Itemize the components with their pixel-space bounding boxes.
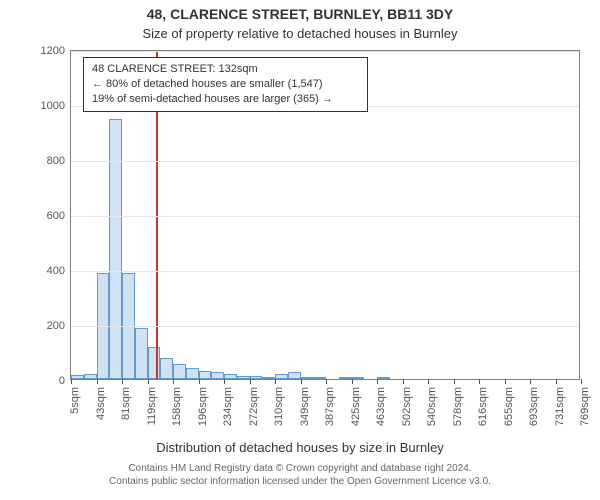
- x-tick-label: 387sqm: [324, 387, 336, 426]
- histogram-bar: [237, 376, 250, 379]
- grid-line: [71, 326, 579, 327]
- histogram-bar: [339, 377, 352, 379]
- histogram-bar: [301, 377, 314, 379]
- histogram-bar: [352, 377, 365, 379]
- x-tick-label: 272sqm: [248, 387, 260, 426]
- histogram-bar: [224, 374, 237, 380]
- chart-title: 48, CLARENCE STREET, BURNLEY, BB11 3DY: [0, 6, 600, 22]
- x-tick-mark: [581, 379, 582, 384]
- x-tick-mark: [428, 379, 429, 384]
- x-tick-mark: [352, 379, 353, 384]
- histogram-bar: [211, 372, 224, 379]
- plot-area: 48 CLARENCE STREET: 132sqm ← 80% of deta…: [70, 50, 580, 380]
- x-tick-label: 731sqm: [554, 387, 566, 426]
- y-tick-label: 400: [47, 265, 71, 277]
- x-tick-label: 578sqm: [452, 387, 464, 426]
- x-tick-mark: [479, 379, 480, 384]
- x-tick-label: 158sqm: [171, 387, 183, 426]
- x-tick-mark: [250, 379, 251, 384]
- y-tick-label: 1000: [41, 100, 71, 112]
- caption-line-1: Contains HM Land Registry data © Crown c…: [0, 462, 600, 475]
- annotation-line-3: 19% of semi-detached houses are larger (…: [92, 92, 359, 107]
- x-tick-label: 81sqm: [120, 387, 132, 420]
- x-tick-mark: [530, 379, 531, 384]
- histogram-bar: [288, 372, 301, 379]
- x-tick-label: 119sqm: [146, 387, 158, 425]
- histogram-bar: [84, 374, 97, 380]
- histogram-bar: [250, 376, 263, 379]
- annotation-box: 48 CLARENCE STREET: 132sqm ← 80% of deta…: [83, 57, 368, 112]
- annotation-line-2: ← 80% of detached houses are smaller (1,…: [92, 77, 359, 92]
- caption-line-2: Contains public sector information licen…: [0, 475, 600, 488]
- x-tick-mark: [122, 379, 123, 384]
- x-tick-mark: [275, 379, 276, 384]
- x-tick-mark: [71, 379, 72, 384]
- x-tick-label: 502sqm: [401, 387, 413, 426]
- x-tick-label: 655sqm: [503, 387, 515, 426]
- x-tick-label: 463sqm: [375, 387, 387, 426]
- y-tick-label: 600: [47, 210, 71, 222]
- histogram-bar: [160, 358, 173, 379]
- x-tick-label: 5sqm: [69, 387, 81, 414]
- x-tick-label: 616sqm: [477, 387, 489, 426]
- x-tick-label: 769sqm: [579, 387, 591, 426]
- x-tick-mark: [505, 379, 506, 384]
- x-tick-mark: [199, 379, 200, 384]
- histogram-bar: [148, 347, 161, 379]
- x-tick-label: 234sqm: [222, 387, 234, 426]
- histogram-bar: [71, 375, 84, 379]
- histogram-bar: [377, 377, 390, 379]
- x-tick-mark: [556, 379, 557, 384]
- x-tick-mark: [97, 379, 98, 384]
- annotation-line-1: 48 CLARENCE STREET: 132sqm: [92, 62, 359, 77]
- x-tick-mark: [148, 379, 149, 384]
- x-tick-label: 425sqm: [350, 387, 362, 426]
- grid-line: [71, 51, 579, 52]
- x-tick-label: 540sqm: [426, 387, 438, 426]
- histogram-bar: [313, 377, 326, 379]
- histogram-bar: [275, 374, 288, 380]
- x-tick-mark: [173, 379, 174, 384]
- x-tick-mark: [301, 379, 302, 384]
- histogram-bar: [173, 364, 186, 379]
- chart-subtitle: Size of property relative to detached ho…: [0, 26, 600, 41]
- x-axis-label: Distribution of detached houses by size …: [0, 440, 600, 455]
- y-tick-label: 800: [47, 155, 71, 167]
- x-tick-label: 693sqm: [528, 387, 540, 426]
- x-tick-mark: [224, 379, 225, 384]
- chart-caption: Contains HM Land Registry data © Crown c…: [0, 462, 600, 488]
- x-tick-mark: [377, 379, 378, 384]
- y-tick-label: 200: [47, 320, 71, 332]
- histogram-bar: [199, 371, 212, 379]
- x-tick-mark: [454, 379, 455, 384]
- x-tick-label: 196sqm: [197, 387, 209, 426]
- y-tick-label: 1200: [41, 45, 71, 57]
- x-tick-mark: [403, 379, 404, 384]
- x-tick-label: 43sqm: [95, 387, 107, 420]
- histogram-bar: [109, 119, 122, 379]
- histogram-bar: [186, 368, 199, 379]
- grid-line: [71, 271, 579, 272]
- grid-line: [71, 216, 579, 217]
- y-tick-label: 0: [59, 375, 71, 387]
- x-tick-label: 349sqm: [299, 387, 311, 426]
- histogram-bar: [135, 328, 148, 379]
- grid-line: [71, 161, 579, 162]
- x-tick-label: 310sqm: [273, 387, 285, 426]
- histogram-bar: [262, 377, 275, 379]
- x-tick-mark: [326, 379, 327, 384]
- histogram-chart: 48, CLARENCE STREET, BURNLEY, BB11 3DY S…: [0, 0, 600, 500]
